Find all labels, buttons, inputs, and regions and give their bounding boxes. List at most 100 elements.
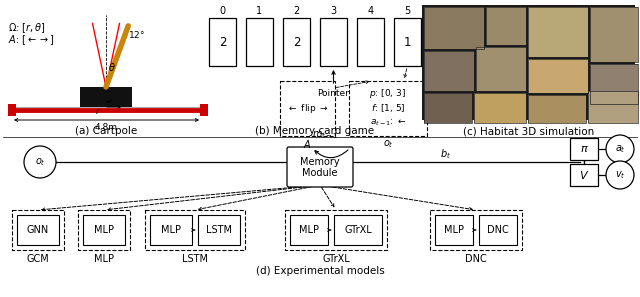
Bar: [280, 81, 335, 136]
Circle shape: [606, 161, 634, 189]
Bar: [590, 64, 638, 104]
Text: 3: 3: [330, 6, 337, 16]
Bar: [285, 210, 387, 250]
Bar: [424, 93, 472, 123]
Bar: [476, 47, 526, 91]
Text: GTrXL: GTrXL: [322, 254, 350, 264]
Bar: [588, 91, 638, 123]
Bar: [528, 7, 588, 57]
Bar: [476, 47, 526, 91]
Bar: [474, 93, 526, 123]
Text: $V$: $V$: [579, 169, 589, 181]
FancyBboxPatch shape: [287, 147, 353, 187]
Bar: [430, 210, 522, 250]
Text: $\pi$: $\pi$: [580, 144, 588, 154]
Text: 1: 1: [257, 6, 262, 16]
Bar: [424, 7, 484, 49]
Bar: [80, 87, 132, 107]
Text: Module: Module: [302, 168, 338, 178]
Text: $A$: [$\leftarrow\rightarrow$]: $A$: [$\leftarrow\rightarrow$]: [8, 33, 54, 47]
Text: 1: 1: [404, 36, 412, 48]
Bar: [17, 215, 59, 245]
Bar: [357, 18, 384, 66]
Bar: [479, 215, 517, 245]
Bar: [590, 7, 638, 62]
Bar: [590, 7, 638, 62]
Bar: [528, 59, 588, 93]
Text: $m_{t-1}$: $m_{t-1}$: [312, 129, 338, 141]
Bar: [83, 215, 125, 245]
Bar: [528, 7, 588, 57]
Text: GCM: GCM: [27, 254, 49, 264]
Text: $o_t$: $o_t$: [35, 156, 45, 168]
Text: r: r: [96, 107, 100, 116]
Text: (d) Experimental models: (d) Experimental models: [255, 266, 385, 276]
Text: $b_t$: $b_t$: [440, 147, 451, 161]
Text: $o_t$: $o_t$: [383, 138, 394, 150]
Bar: [570, 164, 598, 186]
Text: 4: 4: [367, 6, 374, 16]
Bar: [246, 18, 273, 66]
Text: MLP: MLP: [94, 225, 114, 235]
Text: MLP: MLP: [299, 225, 319, 235]
Bar: [486, 7, 526, 45]
Bar: [200, 104, 208, 116]
Text: DNC: DNC: [465, 254, 487, 264]
Text: $a_t$: $a_t$: [614, 143, 625, 155]
Bar: [394, 18, 421, 66]
Text: MLP: MLP: [94, 254, 114, 264]
Text: $A$: $A$: [303, 138, 312, 150]
Bar: [334, 215, 382, 245]
Text: GTrXL: GTrXL: [344, 225, 372, 235]
Bar: [424, 51, 474, 91]
Circle shape: [606, 135, 634, 163]
Text: GNN: GNN: [27, 225, 49, 235]
Text: 2: 2: [219, 36, 227, 48]
Bar: [424, 51, 474, 91]
Bar: [150, 215, 192, 245]
Text: 5: 5: [404, 6, 411, 16]
Text: 0: 0: [220, 6, 225, 16]
Text: Memory: Memory: [300, 157, 340, 167]
Text: 2: 2: [292, 36, 300, 48]
Bar: [349, 81, 427, 136]
Text: DNC: DNC: [487, 225, 509, 235]
Bar: [435, 215, 473, 245]
Text: LSTM: LSTM: [182, 254, 208, 264]
Text: Pointer: Pointer: [317, 89, 349, 97]
Text: $\Omega$: $[r,\theta]$: $\Omega$: $[r,\theta]$: [8, 21, 45, 35]
Text: 2: 2: [293, 6, 300, 16]
Text: MLP: MLP: [161, 225, 181, 235]
Bar: [590, 64, 638, 104]
Bar: [283, 18, 310, 66]
Text: $p$: [0, 3]: $p$: [0, 3]: [369, 86, 406, 99]
Text: 4.8m: 4.8m: [95, 122, 118, 132]
Bar: [145, 210, 245, 250]
Text: $\theta$: $\theta$: [108, 61, 116, 73]
Text: LSTM: LSTM: [206, 225, 232, 235]
Bar: [424, 7, 484, 49]
Bar: [424, 93, 472, 123]
Bar: [474, 93, 526, 123]
Bar: [528, 95, 586, 123]
Text: (c) Habitat 3D simulation: (c) Habitat 3D simulation: [463, 126, 594, 136]
Bar: [209, 18, 236, 66]
Bar: [12, 210, 64, 250]
Bar: [422, 5, 635, 120]
Text: (b) Memory card game: (b) Memory card game: [255, 126, 374, 136]
Text: $12°$: $12°$: [128, 29, 145, 40]
Text: $v_t$: $v_t$: [614, 169, 625, 181]
Text: $a_{t-1}$: $\leftarrow$: $a_{t-1}$: $\leftarrow$: [370, 118, 406, 128]
Bar: [290, 215, 328, 245]
Bar: [588, 91, 638, 123]
Text: $f$: [1, 5]: $f$: [1, 5]: [371, 102, 405, 114]
Circle shape: [24, 146, 56, 178]
Bar: [486, 7, 526, 45]
Bar: [528, 95, 586, 123]
Bar: [198, 215, 240, 245]
Bar: [570, 138, 598, 160]
Bar: [8, 104, 16, 116]
Bar: [320, 18, 347, 66]
Text: MLP: MLP: [444, 225, 464, 235]
Bar: [78, 210, 130, 250]
